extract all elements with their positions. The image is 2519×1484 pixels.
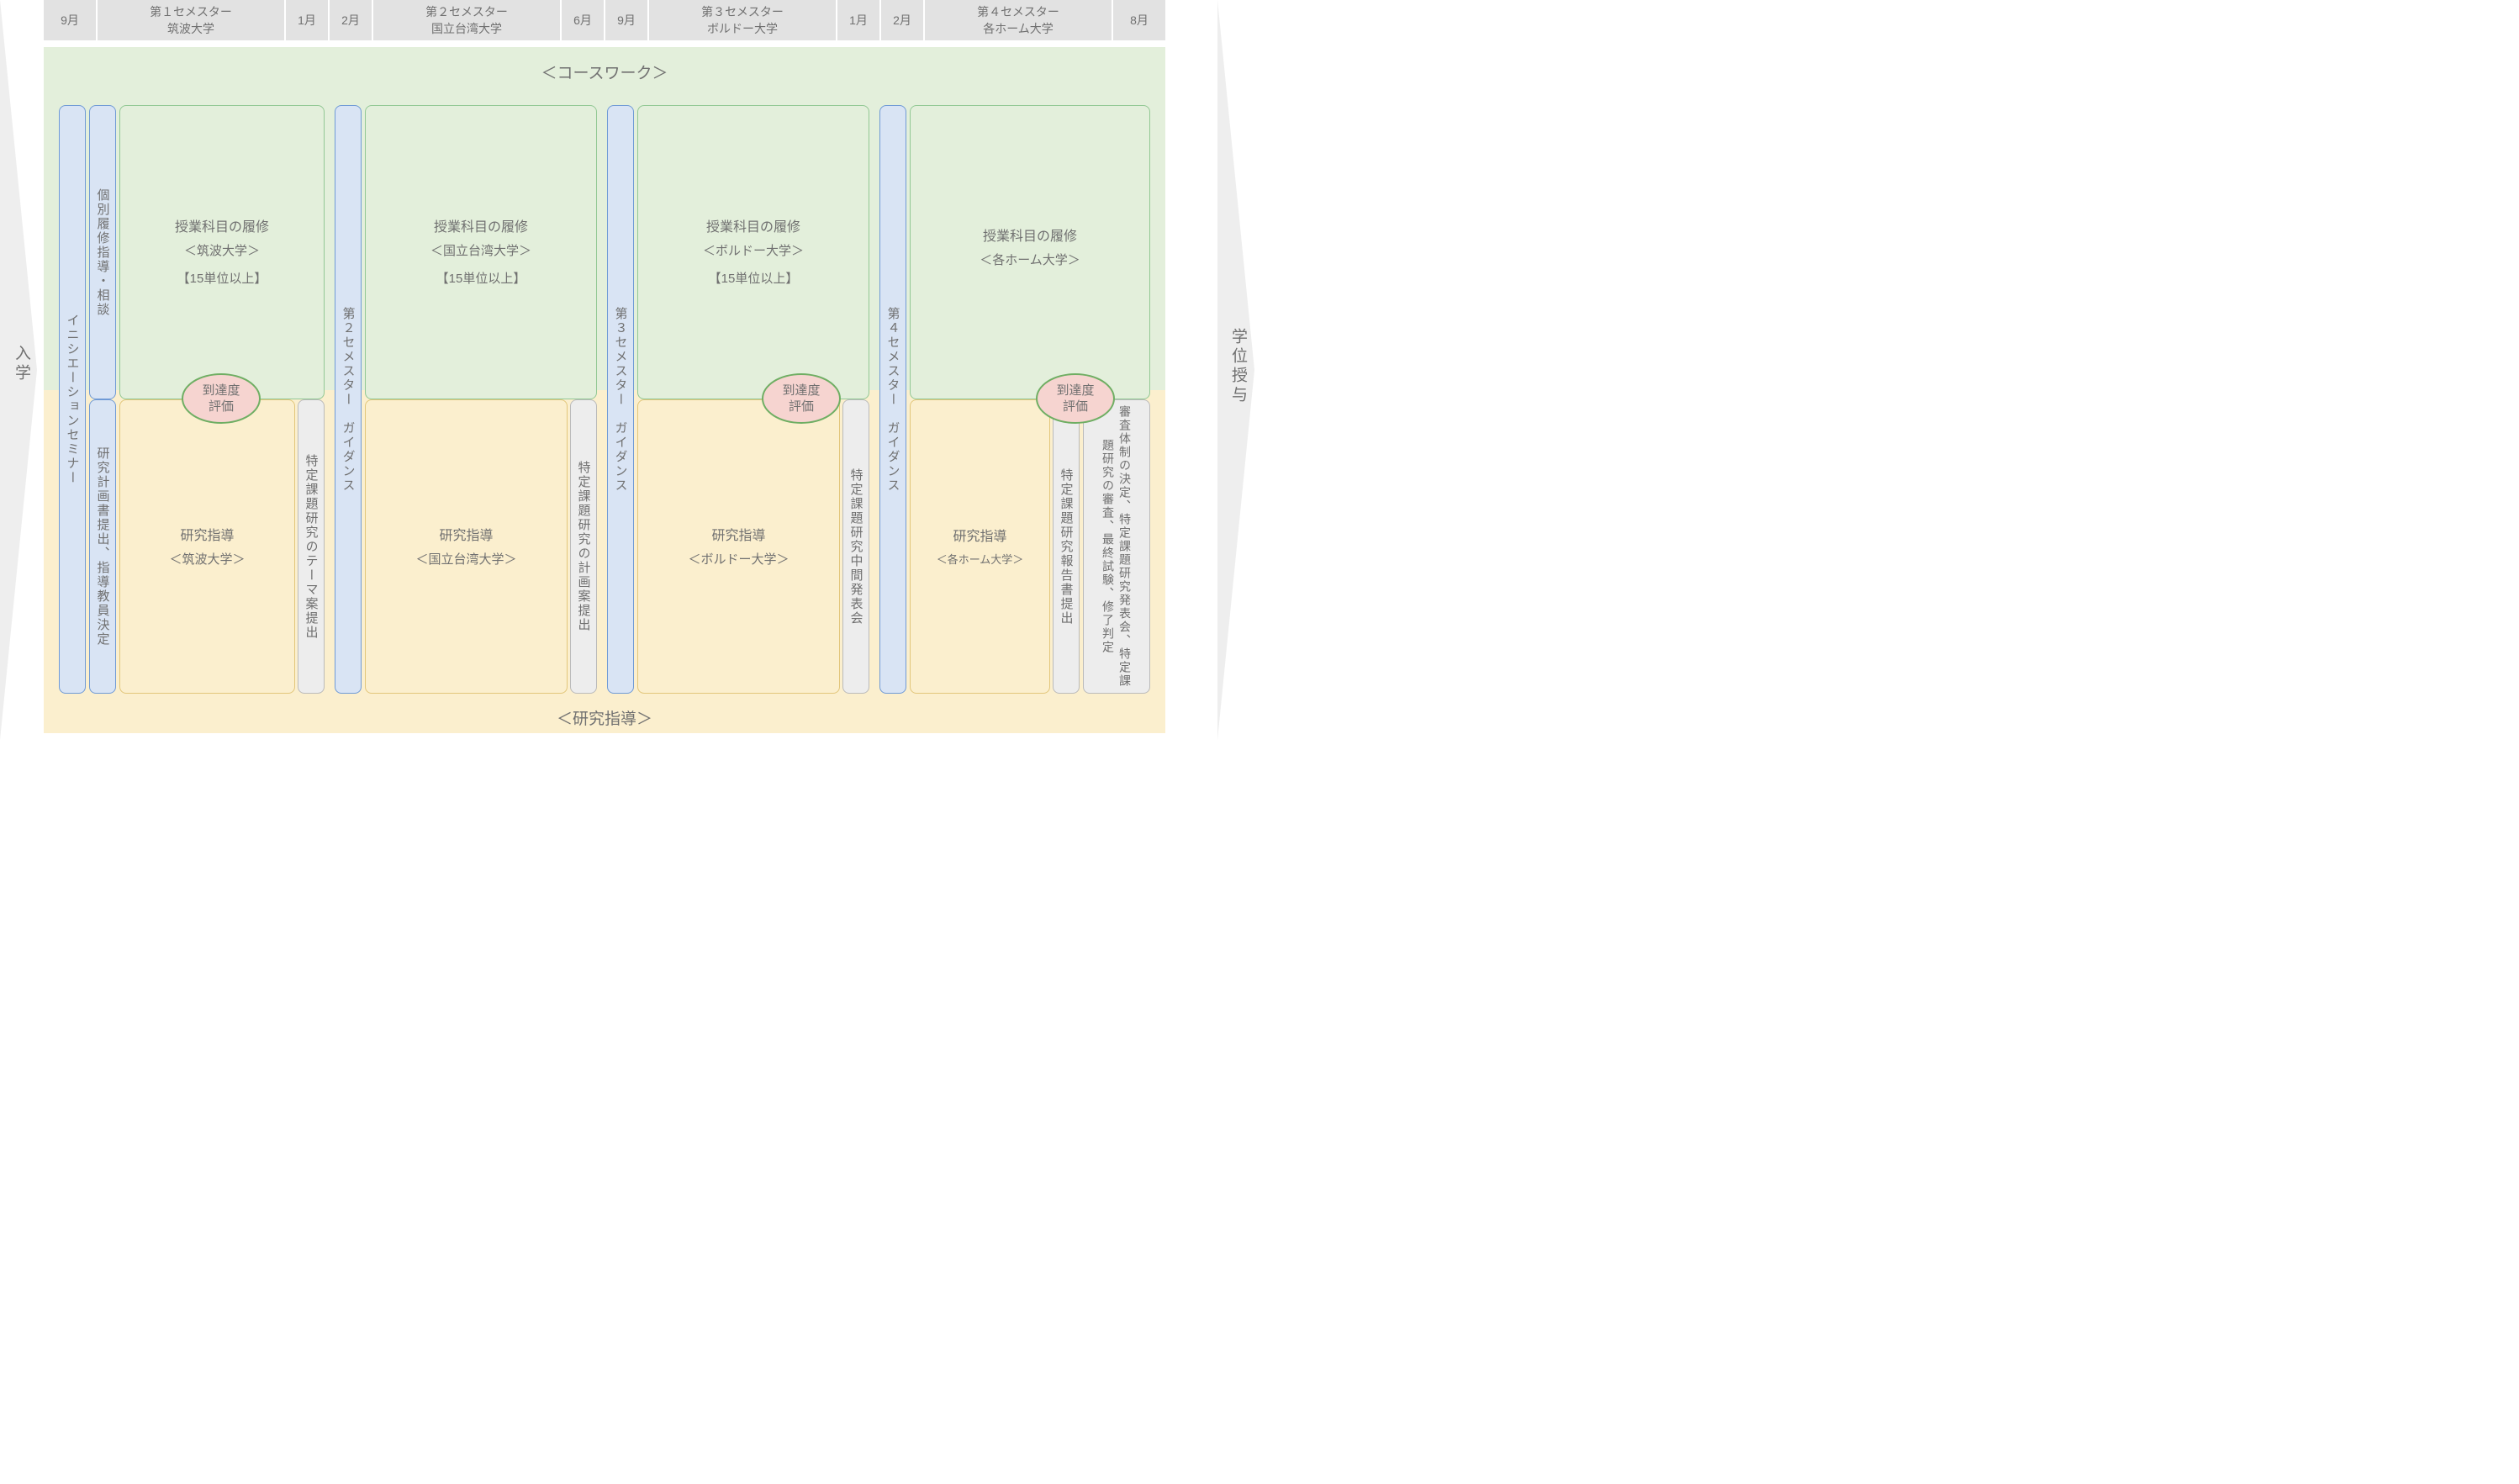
hdr-sem-0: 第１セメスター 筑波大学: [98, 0, 284, 40]
hdr-month-4: 9月: [605, 0, 647, 40]
oval-2: 到達度 評価: [762, 373, 841, 424]
hdr-sem-1-l2: 国立台湾大学: [431, 20, 502, 37]
research-0-sub: ＜筑波大学＞: [169, 550, 245, 568]
hdr-sem-1-l1: 第２セメスター: [425, 3, 508, 20]
course-3-sub: ＜各ホーム大学＞: [980, 251, 1080, 268]
hdr-sem-3-l1: 第４セメスター: [977, 3, 1059, 20]
side-label-right: 学位授与: [1227, 328, 1249, 405]
hdr-sem-2-l1: 第３セメスター: [701, 3, 784, 20]
bar-guidance2-label: 第２セメスター ガイダンス: [340, 307, 357, 493]
oval-1-label: 到達度 評価: [202, 383, 240, 415]
hdr-sem-1: 第２セメスター 国立台湾大学: [373, 0, 560, 40]
course-box-0: 授業科目の履修 ＜筑波大学＞ 【15単位以上】: [119, 105, 325, 399]
bar-kobetsu: 個別履修指導・相談: [89, 105, 116, 399]
hdr-month-0: 9月: [44, 0, 96, 40]
bar-plan-submit2-label: 特定課題研究の計画案提出: [575, 461, 593, 632]
course-2-credit: 【15単位以上】: [709, 269, 799, 287]
bar-guidance2: 第２セメスター ガイダンス: [335, 105, 362, 694]
hdr-month-5: 1月: [837, 0, 879, 40]
bar-guidance3: 第３セメスター ガイダンス: [607, 105, 634, 694]
section-label-top: ＜コースワーク＞: [44, 61, 1165, 83]
oval-3: 到達度 評価: [1036, 373, 1115, 424]
bar-guidance3-label: 第３セメスター ガイダンス: [612, 307, 630, 493]
research-0-title: 研究指導: [180, 526, 234, 547]
research-box-0: 研究指導 ＜筑波大学＞: [119, 399, 295, 694]
course-0-credit: 【15単位以上】: [177, 269, 267, 287]
course-box-2: 授業科目の履修 ＜ボルドー大学＞ 【15単位以上】: [637, 105, 869, 399]
research-3-sub: ＜各ホーム大学＞: [937, 551, 1024, 567]
hdr-month-7: 8月: [1113, 0, 1165, 40]
side-label-left: 入学: [10, 345, 33, 383]
research-2-title: 研究指導: [711, 526, 765, 547]
course-box-1: 授業科目の履修 ＜国立台湾大学＞ 【15単位以上】: [365, 105, 597, 399]
bar-mid-present: 特定課題研究中間発表会: [842, 399, 869, 694]
course-3-title: 授業科目の履修: [983, 227, 1077, 247]
bar-final-label: 審査体制の決定、特定課題研究発表会、特定課題研究の審査、最終試験、修了判定: [1100, 400, 1133, 693]
research-box-2: 研究指導 ＜ボルドー大学＞: [637, 399, 840, 694]
research-1-title: 研究指導: [439, 526, 493, 547]
course-2-sub: ＜ボルドー大学＞: [703, 241, 804, 259]
bar-guidance4: 第４セメスター ガイダンス: [879, 105, 906, 694]
bar-kobetsu-label: 個別履修指導・相談: [94, 188, 112, 317]
oval-2-label: 到達度 評価: [782, 383, 820, 415]
course-1-title: 授業科目の履修: [434, 218, 528, 238]
hdr-sem-0-l2: 筑波大学: [167, 20, 214, 37]
bar-plan-submit-label: 研究計画書提出、指導教員決定: [94, 446, 112, 647]
bar-final: 審査体制の決定、特定課題研究発表会、特定課題研究の審査、最終試験、修了判定: [1083, 399, 1150, 694]
bar-theme-submit: 特定課題研究のテーマ案提出: [298, 399, 325, 694]
hdr-month-3: 6月: [562, 0, 604, 40]
bar-theme-submit-label: 特定課題研究のテーマ案提出: [303, 454, 320, 640]
research-2-sub: ＜ボルドー大学＞: [688, 550, 789, 568]
research-3-title: 研究指導: [953, 527, 1006, 547]
research-1-sub: ＜国立台湾大学＞: [415, 550, 516, 568]
bar-plan-submit2: 特定課題研究の計画案提出: [570, 399, 597, 694]
hdr-sem-2: 第３セメスター ボルドー大学: [649, 0, 836, 40]
oval-3-label: 到達度 評価: [1056, 383, 1094, 415]
bar-report-submit-label: 特定課題研究報告書提出: [1058, 468, 1075, 626]
hdr-sem-0-l1: 第１セメスター: [150, 3, 232, 20]
hdr-sem-2-l2: ボルドー大学: [707, 20, 778, 37]
bar-report-submit: 特定課題研究報告書提出: [1053, 399, 1080, 694]
hdr-month-2: 2月: [330, 0, 372, 40]
course-0-title: 授業科目の履修: [175, 218, 269, 238]
research-box-3: 研究指導 ＜各ホーム大学＞: [910, 399, 1050, 694]
bar-guidance4-label: 第４セメスター ガイダンス: [885, 307, 902, 493]
course-1-credit: 【15単位以上】: [436, 269, 526, 287]
bar-initiation: イニシエーションセミナー: [59, 105, 86, 694]
course-2-title: 授業科目の履修: [706, 218, 800, 238]
hdr-sem-3: 第４セメスター 各ホーム大学: [925, 0, 1112, 40]
course-box-3: 授業科目の履修 ＜各ホーム大学＞: [910, 105, 1150, 399]
oval-1: 到達度 評価: [182, 373, 261, 424]
hdr-sem-3-l2: 各ホーム大学: [983, 20, 1054, 37]
hdr-month-1: 1月: [286, 0, 328, 40]
course-0-sub: ＜筑波大学＞: [184, 241, 260, 259]
bar-mid-present-label: 特定課題研究中間発表会: [848, 468, 865, 626]
section-label-bottom: ＜研究指導＞: [44, 706, 1165, 729]
bar-initiation-label: イニシエーションセミナー: [64, 314, 82, 485]
course-1-sub: ＜国立台湾大学＞: [430, 241, 531, 259]
bar-plan-submit: 研究計画書提出、指導教員決定: [89, 399, 116, 694]
hdr-month-6: 2月: [881, 0, 923, 40]
research-box-1: 研究指導 ＜国立台湾大学＞: [365, 399, 568, 694]
